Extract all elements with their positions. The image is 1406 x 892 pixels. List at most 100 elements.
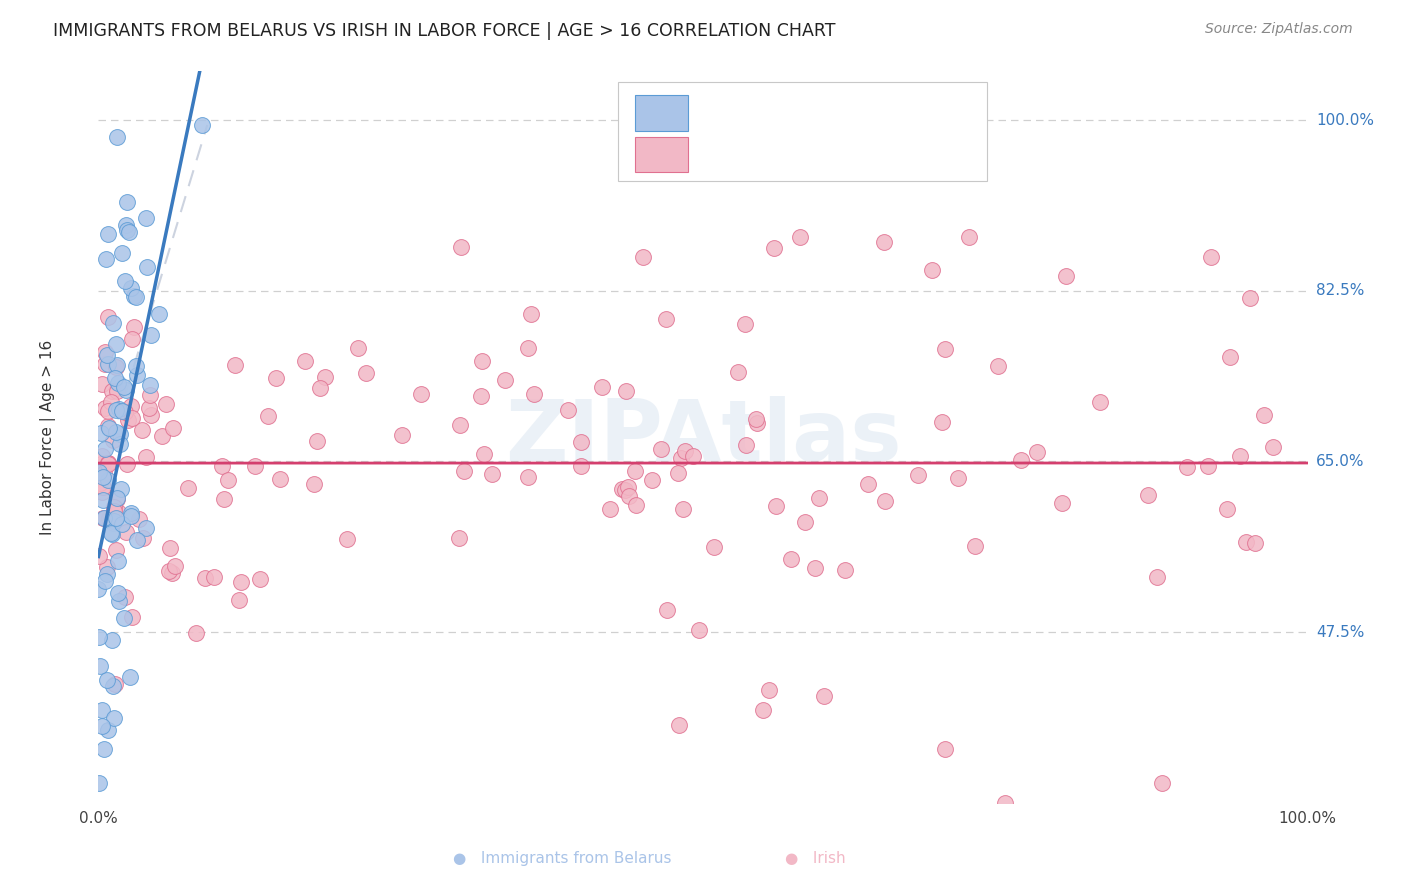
Point	[1175, 459, 1198, 474]
Point	[314, 369, 336, 384]
Point	[159, 541, 181, 555]
Point	[135, 211, 157, 225]
Point	[97, 418, 120, 433]
Point	[789, 230, 811, 244]
Point	[471, 354, 494, 368]
Point	[97, 310, 120, 324]
Text: 100.0%: 100.0%	[1316, 112, 1374, 128]
Point	[411, 387, 433, 401]
Point	[516, 469, 538, 483]
Point	[249, 573, 271, 587]
Point	[120, 281, 142, 295]
Point	[934, 342, 956, 356]
Point	[934, 742, 956, 756]
Point	[93, 442, 115, 456]
Point	[91, 484, 114, 499]
Text: ●   Immigrants from Belarus: ● Immigrants from Belarus	[453, 851, 672, 865]
Point	[121, 332, 143, 346]
Point	[1239, 291, 1261, 305]
Point	[96, 348, 118, 362]
Point	[520, 307, 543, 321]
Text: -0.072: -0.072	[749, 145, 803, 164]
Point	[125, 368, 148, 383]
Point	[87, 465, 110, 479]
Point	[91, 703, 114, 717]
Point	[224, 359, 246, 373]
Point	[666, 466, 689, 480]
Point	[103, 514, 125, 528]
Point	[120, 399, 142, 413]
Text: 167: 167	[882, 145, 914, 164]
Point	[125, 359, 148, 373]
Point	[93, 511, 115, 525]
Point	[186, 626, 208, 640]
FancyBboxPatch shape	[636, 95, 689, 130]
Point	[269, 472, 291, 486]
Point	[91, 719, 114, 733]
Point	[965, 539, 987, 553]
Point	[91, 449, 114, 463]
Point	[1026, 445, 1049, 459]
Point	[302, 476, 325, 491]
Point	[752, 703, 775, 717]
Text: 47.5%: 47.5%	[1316, 624, 1364, 640]
Point	[90, 426, 112, 441]
Point	[117, 413, 139, 427]
Point	[856, 477, 879, 491]
Point	[682, 449, 704, 463]
Point	[138, 401, 160, 415]
Point	[745, 416, 768, 430]
Point	[571, 459, 593, 474]
Point	[347, 341, 370, 355]
Point	[150, 429, 173, 443]
Point	[96, 673, 118, 687]
Point	[100, 384, 122, 399]
Point	[517, 342, 540, 356]
Text: R =: R =	[703, 104, 740, 122]
Point	[727, 365, 749, 379]
Point	[1054, 269, 1077, 284]
Point	[807, 491, 830, 505]
Point	[97, 421, 120, 435]
Text: 74: 74	[882, 104, 903, 122]
Point	[450, 240, 472, 254]
Point	[107, 594, 129, 608]
Point	[105, 358, 128, 372]
Point	[115, 524, 138, 539]
Point	[111, 517, 134, 532]
Point	[125, 290, 148, 304]
Point	[104, 425, 127, 440]
Point	[703, 540, 725, 554]
Point	[87, 582, 110, 597]
Point	[307, 434, 329, 448]
Point	[121, 610, 143, 624]
Point	[231, 574, 253, 589]
Point	[745, 412, 768, 426]
Point	[157, 564, 180, 578]
Point	[97, 456, 120, 470]
Point	[202, 570, 225, 584]
Point	[1197, 458, 1219, 473]
Point	[734, 438, 756, 452]
Point	[114, 405, 136, 419]
Point	[91, 480, 114, 494]
Point	[191, 118, 214, 132]
Point	[107, 586, 129, 600]
Point	[135, 521, 157, 535]
Point	[112, 380, 135, 394]
Point	[631, 250, 654, 264]
Point	[160, 566, 183, 580]
Point	[105, 491, 128, 505]
Point	[104, 677, 127, 691]
Point	[120, 506, 142, 520]
Point	[214, 491, 236, 506]
Point	[110, 427, 132, 442]
Point	[107, 376, 129, 390]
Point	[87, 776, 110, 790]
Point	[571, 435, 593, 450]
Point	[1050, 496, 1073, 510]
Point	[257, 409, 280, 424]
Point	[873, 235, 896, 249]
Point	[447, 531, 470, 545]
Point	[94, 252, 117, 266]
